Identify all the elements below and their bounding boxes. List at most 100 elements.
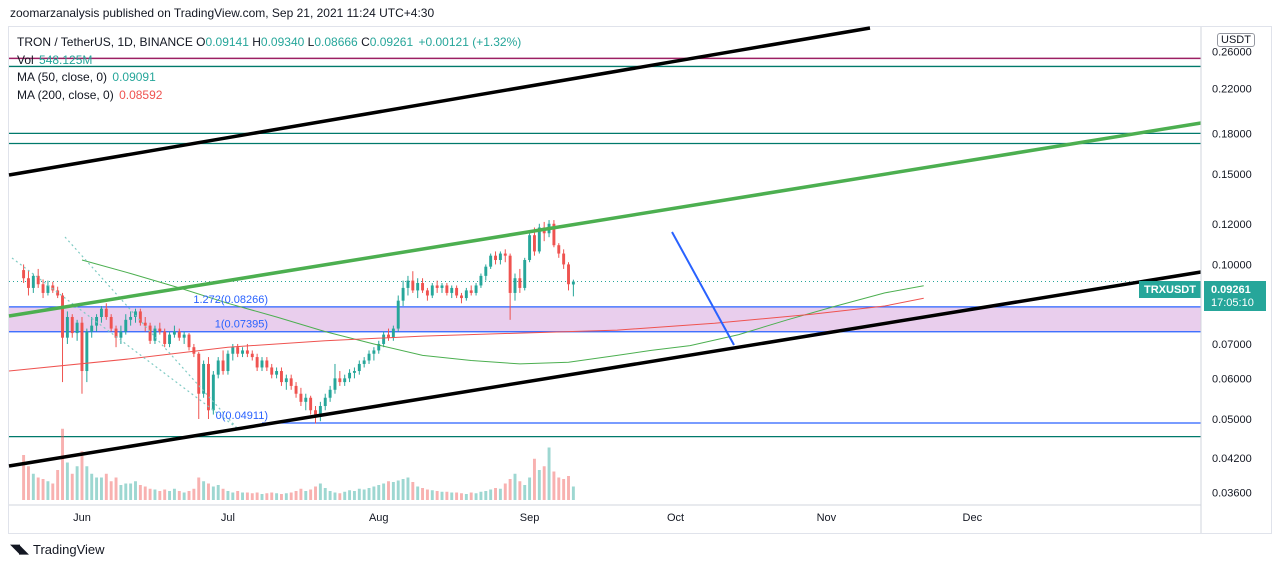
chart-frame[interactable] bbox=[8, 26, 1272, 534]
x-tick-label: Jul bbox=[221, 512, 235, 524]
volume-bar bbox=[216, 485, 220, 500]
candle-body bbox=[221, 360, 225, 372]
upper-channel-trendline bbox=[8, 26, 871, 177]
legend-symbol-row: TRON / TetherUS, 1D, BINANCE O0.09141 H0… bbox=[17, 34, 521, 52]
candle-body bbox=[90, 325, 94, 332]
legend-open-label: O bbox=[196, 35, 206, 49]
volume-bar bbox=[221, 488, 225, 500]
volume-bar bbox=[357, 488, 361, 500]
candle-body bbox=[31, 275, 35, 288]
x-tick-label: Oct bbox=[667, 512, 684, 524]
candle-body bbox=[51, 285, 55, 291]
candle-body bbox=[119, 331, 123, 338]
legend-high: 0.09340 bbox=[260, 35, 305, 49]
lower-channel-trendline bbox=[8, 270, 1202, 468]
volume-bar bbox=[99, 477, 103, 500]
candle-body bbox=[474, 285, 478, 293]
volume-bar bbox=[289, 492, 293, 500]
candle-body bbox=[484, 266, 488, 276]
volume-bar bbox=[51, 483, 55, 500]
legend-ma200-value: 0.08592 bbox=[119, 87, 163, 102]
candle-body bbox=[260, 360, 264, 368]
x-tick-label: Nov bbox=[817, 512, 837, 524]
candle-body bbox=[421, 283, 425, 291]
volume-bar bbox=[95, 477, 99, 500]
candle-body bbox=[163, 331, 167, 344]
candle-body bbox=[348, 372, 352, 379]
volume-bar bbox=[153, 489, 157, 500]
volume-bar bbox=[469, 492, 473, 500]
volume-bar bbox=[143, 486, 147, 500]
volume-bar bbox=[304, 491, 308, 500]
blue-downtrend-line bbox=[671, 231, 735, 346]
volume-bar bbox=[425, 489, 429, 500]
volume-bar bbox=[250, 493, 254, 500]
volume-bar bbox=[299, 488, 303, 500]
volume-bar bbox=[231, 492, 235, 500]
candle-body bbox=[460, 295, 463, 299]
legend-close: 0.09261 bbox=[369, 35, 414, 49]
legend-open: 0.09141 bbox=[205, 35, 249, 49]
price-badge bbox=[1204, 281, 1266, 311]
volume-bar bbox=[513, 473, 517, 500]
volume-bar bbox=[455, 492, 459, 500]
candle-body bbox=[226, 353, 230, 372]
legend-high-label: H bbox=[252, 35, 261, 49]
volume-bar bbox=[129, 483, 133, 500]
tradingview-logo-icon: ◥◣ bbox=[10, 541, 29, 556]
candle-body bbox=[523, 260, 527, 288]
volume-bar bbox=[148, 488, 152, 500]
legend-ma200-row: MA (200, close, 0) 0.08592 bbox=[17, 87, 521, 105]
candle-body bbox=[75, 322, 79, 334]
price-badge-countdown: 17:05:10 bbox=[1211, 297, 1254, 309]
candle-body bbox=[231, 347, 235, 354]
volume-bar bbox=[430, 490, 434, 500]
volume-bar bbox=[372, 486, 376, 500]
candle-body bbox=[216, 360, 220, 375]
volume-bar bbox=[80, 451, 84, 500]
volume-bar bbox=[377, 485, 381, 500]
volume-bar bbox=[284, 493, 288, 500]
candle-body bbox=[65, 316, 69, 338]
candle-body bbox=[70, 316, 74, 334]
volume-bar bbox=[523, 485, 527, 500]
candle-body bbox=[182, 334, 186, 338]
volume-bar bbox=[226, 491, 230, 500]
volume-bar bbox=[537, 470, 541, 500]
candle-body bbox=[284, 378, 288, 383]
volume-bar bbox=[562, 479, 566, 500]
volume-bar bbox=[187, 491, 191, 500]
volume-bar bbox=[406, 477, 410, 500]
volume-bar bbox=[532, 458, 536, 500]
legend-vol-label: Vol bbox=[17, 52, 34, 67]
volume-bar bbox=[464, 494, 468, 500]
volume-bar bbox=[314, 486, 317, 500]
candle-body bbox=[211, 374, 215, 411]
volume-bar bbox=[294, 491, 298, 500]
candle-body bbox=[197, 353, 201, 394]
y-tick-label: 0.18000 bbox=[1212, 128, 1252, 140]
volume-bar bbox=[323, 488, 327, 500]
volume-bar bbox=[367, 488, 371, 500]
y-tick-label: 0.05000 bbox=[1212, 414, 1252, 426]
candle-body bbox=[153, 328, 157, 341]
candle-body bbox=[387, 334, 390, 338]
ma50-line bbox=[81, 259, 924, 365]
symbol-badge bbox=[1139, 281, 1201, 298]
volume-bar bbox=[440, 491, 444, 500]
volume-bar bbox=[411, 482, 415, 500]
volume-bar bbox=[275, 493, 279, 500]
fib-level-label: 1(0.07395) bbox=[215, 319, 268, 331]
volume-bar bbox=[134, 481, 137, 500]
volume-bar bbox=[391, 482, 395, 500]
candle-body bbox=[518, 278, 522, 288]
candle-body bbox=[401, 287, 405, 301]
volume-bar bbox=[90, 473, 94, 500]
candle-body bbox=[143, 322, 147, 326]
volume-bar bbox=[124, 483, 128, 500]
volume-bar bbox=[450, 492, 454, 500]
candle-body bbox=[367, 353, 371, 361]
currency-button[interactable]: USDT bbox=[1217, 33, 1255, 47]
volume-bar bbox=[508, 479, 512, 500]
